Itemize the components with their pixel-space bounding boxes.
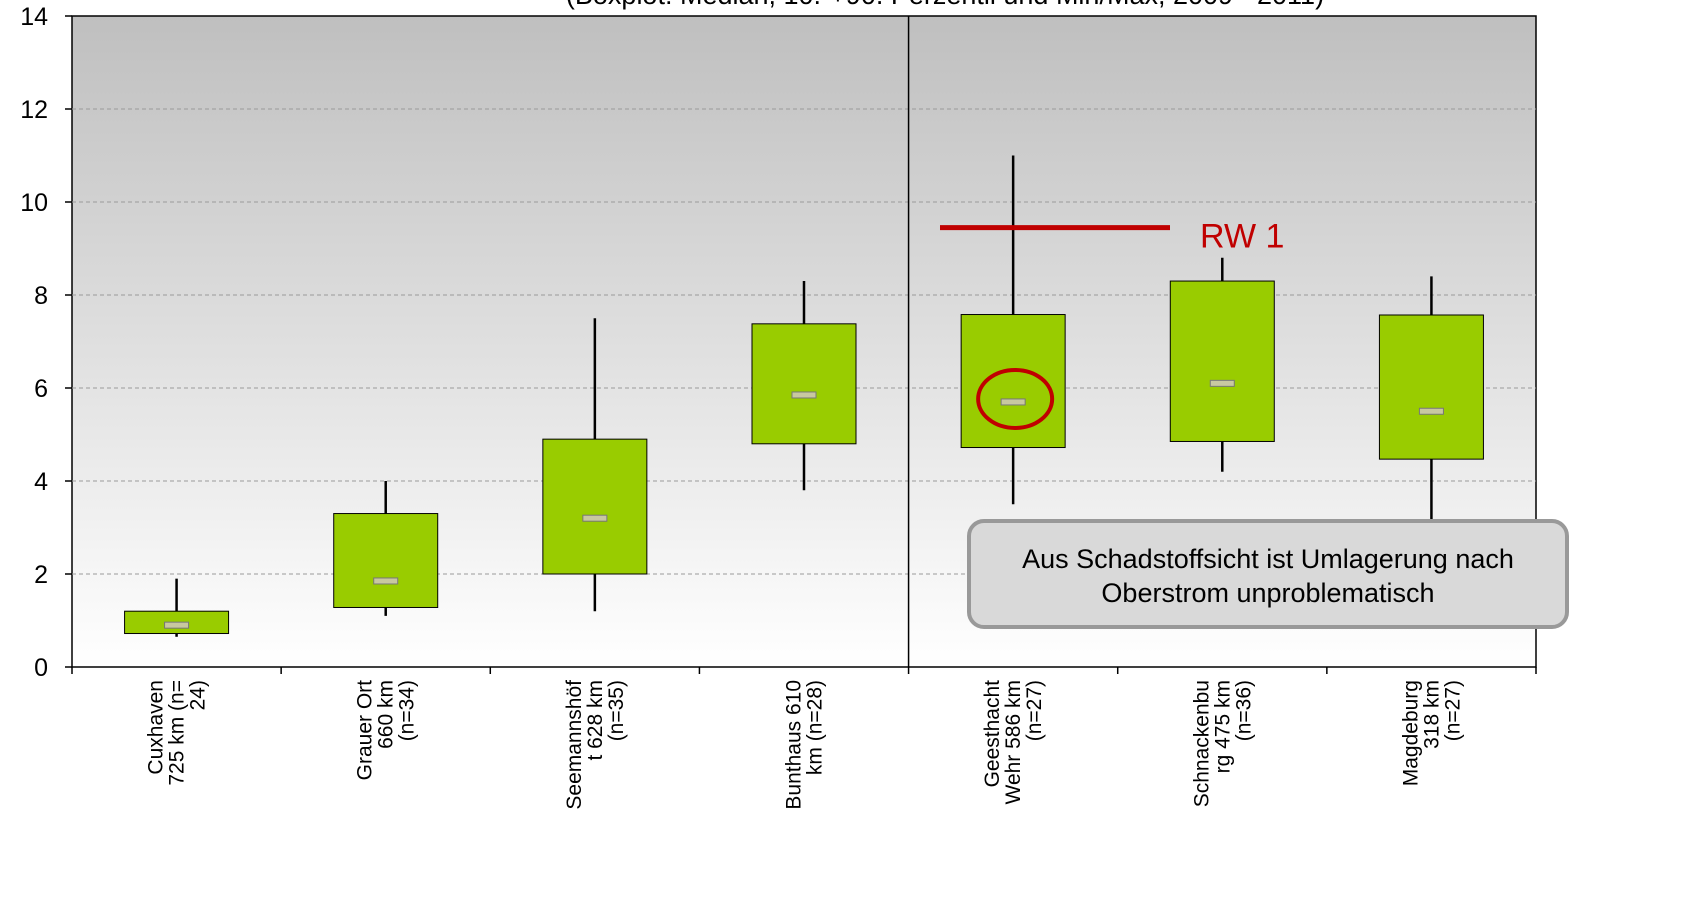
y-tick-label: 8 (34, 282, 48, 310)
box-rect (333, 513, 439, 608)
box-series (124, 155, 1484, 637)
category-label-line: Magdeburg (1399, 680, 1422, 786)
box-group (1169, 257, 1275, 472)
category-label-line: Cuxhaven (145, 680, 168, 775)
box-group (124, 578, 230, 637)
annotation-callout: Aus Schadstoffsicht ist Umlagerung nach … (967, 519, 1569, 629)
category-label-line: Grauer Ort (354, 680, 377, 781)
box-rect (960, 314, 1066, 449)
category-label-line: Bunthaus 610 (783, 680, 806, 810)
y-tick-label: 10 (20, 189, 48, 217)
category-label-line: (n=27) (1441, 680, 1464, 741)
median-marker (1000, 398, 1026, 406)
highlight-circle (976, 367, 1055, 430)
chart-title: (Boxplot: Median, 10.-+90. Perzentil und… (566, 0, 1324, 10)
y-axis: 0 2 4 6 8 10 12 14 (20, 3, 72, 682)
category-label-line: (n=35) (605, 680, 628, 741)
category-label-line: km (n=28) (804, 680, 827, 775)
box-rect (542, 438, 648, 575)
box-group (751, 281, 857, 491)
box-rect (1169, 280, 1275, 442)
box-group (1378, 276, 1484, 523)
category-label-line: 318 km (1420, 680, 1443, 749)
category-label-line: Seemannshöf (563, 680, 586, 810)
box-group (960, 155, 1066, 505)
box-rect (1378, 314, 1484, 460)
box-rect (751, 323, 857, 445)
y-tick-label: 6 (34, 375, 48, 403)
category-label-line: Wehr 586 km (1002, 680, 1025, 805)
median-marker (1418, 407, 1444, 415)
category-label-line: (n=34) (396, 680, 419, 741)
median-marker (373, 577, 399, 585)
reference-line-group: RW 1 (940, 218, 1284, 430)
category-label-line: t 628 km (584, 680, 607, 761)
category-label-line: 725 km (n= (166, 680, 189, 786)
median-marker (791, 391, 817, 399)
y-tick-label: 2 (34, 561, 48, 589)
category-label-line: 24) (187, 680, 210, 710)
y-tick-label: 14 (20, 3, 48, 31)
reference-line-label: RW 1 (1200, 218, 1284, 256)
y-tick-label: 4 (34, 468, 48, 496)
category-label-line: rg 475 km (1211, 680, 1234, 773)
median-marker (582, 514, 608, 522)
category-label-line: (n=27) (1023, 680, 1046, 741)
median-marker (164, 621, 190, 629)
box-group (333, 481, 439, 616)
category-label-line: 660 km (375, 680, 398, 749)
box-group (542, 318, 648, 612)
category-label-line: Schnackenbu (1190, 680, 1213, 807)
annotation-line-1: Aus Schadstoffsicht ist Umlagerung nach (1022, 544, 1514, 574)
y-tick-label: 12 (20, 96, 48, 124)
annotation-line-2: Oberstrom unproblematisch (1101, 578, 1434, 608)
category-label-line: (n=36) (1232, 680, 1255, 741)
x-axis (71, 667, 1537, 674)
category-label-line: Geesthacht (981, 680, 1004, 788)
median-marker (1209, 379, 1235, 387)
annotation-box (967, 519, 1569, 629)
y-tick-label: 0 (34, 654, 48, 682)
